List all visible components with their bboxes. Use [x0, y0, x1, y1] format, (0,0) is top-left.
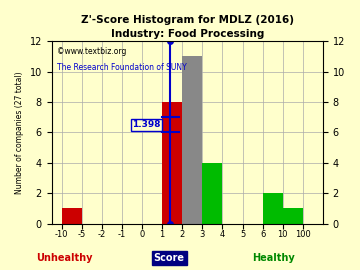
Text: Healthy: Healthy — [252, 253, 295, 263]
Bar — [202, 163, 222, 224]
Text: Score: Score — [154, 253, 185, 263]
Text: Unhealthy: Unhealthy — [36, 253, 93, 263]
Text: 1.398: 1.398 — [132, 120, 161, 129]
Bar — [62, 208, 82, 224]
Text: ©www.textbiz.org: ©www.textbiz.org — [57, 47, 126, 56]
Title: Z'-Score Histogram for MDLZ (2016)
Industry: Food Processing: Z'-Score Histogram for MDLZ (2016) Indus… — [81, 15, 294, 39]
Bar — [263, 193, 283, 224]
Y-axis label: Number of companies (27 total): Number of companies (27 total) — [15, 71, 24, 194]
Text: The Research Foundation of SUNY: The Research Foundation of SUNY — [57, 63, 187, 72]
Bar — [283, 208, 303, 224]
Bar — [182, 56, 202, 224]
Bar — [162, 102, 182, 224]
